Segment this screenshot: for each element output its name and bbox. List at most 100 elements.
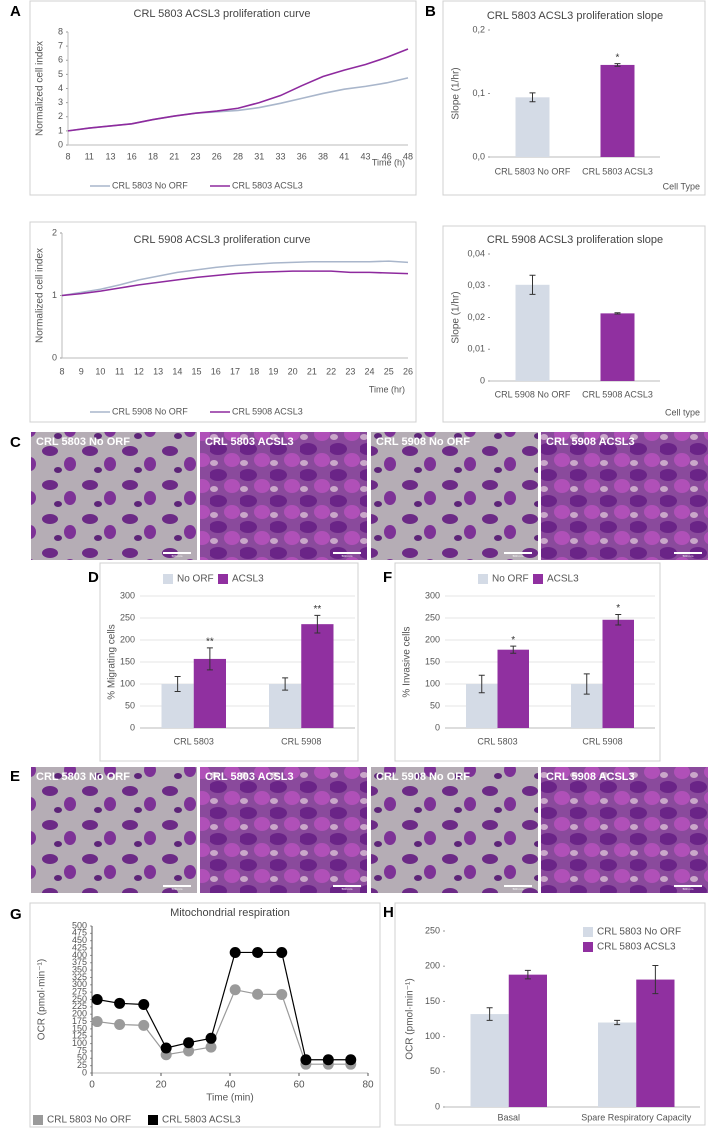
y-tick-label: 7 — [58, 41, 63, 51]
scale-bar — [504, 885, 532, 887]
data-point — [205, 1032, 217, 1044]
legend-swatch — [148, 1115, 158, 1125]
y-tick-label: 400 — [72, 950, 87, 960]
scale-bar-label: 500 mm — [172, 887, 183, 891]
error-bar — [206, 647, 213, 671]
x-tick-label: 60 — [293, 1080, 305, 1091]
bar — [497, 649, 529, 728]
x-tick-label: CRL 5908 ACSL3 — [582, 389, 653, 399]
micrograph-label: CRL 5908 ACSL3 — [546, 436, 635, 448]
bar — [269, 684, 302, 728]
panel-label: G — [10, 906, 22, 923]
x-tick-label: 28 — [233, 151, 243, 161]
legend-swatch — [33, 1115, 43, 1125]
y-tick-label: 0,2 — [472, 24, 485, 34]
y-tick-label: 100 — [425, 1031, 440, 1041]
y-tick-label: 0,02 — [467, 312, 485, 322]
legend-label: ACSL3 — [547, 574, 579, 585]
y-tick-label: 75 — [77, 1045, 87, 1055]
micrograph-label: CRL 5803 ACSL3 — [205, 771, 294, 783]
error-bar — [282, 677, 289, 691]
y-tick-label: 0,1 — [472, 88, 485, 98]
y-axis-label: Slope (1/hr) — [451, 291, 462, 343]
y-tick-label: 100 — [72, 1038, 87, 1048]
series-line — [97, 951, 351, 1061]
panel-frame — [442, 225, 706, 423]
x-tick-label: 21 — [169, 151, 179, 161]
y-tick-label: 25 — [77, 1060, 87, 1070]
x-tick-label: 15 — [192, 366, 202, 376]
bar — [600, 64, 635, 157]
panel-frame — [29, 221, 417, 423]
error-bar — [524, 969, 531, 980]
data-point — [276, 946, 288, 958]
data-point — [300, 1054, 312, 1066]
y-tick-label: 300 — [425, 590, 440, 600]
significance-mark: ** — [313, 604, 321, 615]
scale-bar — [333, 552, 361, 554]
data-point — [322, 1054, 334, 1066]
x-tick-label: 8 — [59, 366, 64, 376]
bar — [515, 97, 550, 157]
panel-frame — [29, 902, 381, 1128]
bar — [193, 658, 226, 728]
x-tick-label: 10 — [95, 366, 105, 376]
x-tick-label: CRL 5803 — [174, 736, 214, 746]
legend-label: CRL 5803 No ORF — [47, 1115, 131, 1126]
series-line — [67, 48, 409, 132]
series-line — [61, 270, 409, 297]
significance-mark: * — [616, 603, 620, 614]
x-tick-label: 0 — [89, 1080, 95, 1091]
x-tick-label: CRL 5908 — [281, 736, 321, 746]
x-axis-label: Cell type — [665, 407, 700, 417]
x-tick-label: 18 — [249, 366, 259, 376]
x-tick-label: 13 — [105, 151, 115, 161]
y-tick-label: 0 — [435, 1101, 440, 1111]
panel-label: C — [10, 434, 21, 451]
chart-title: CRL 5803 ACSL3 proliferation slope — [487, 10, 663, 22]
data-point — [91, 1016, 103, 1028]
data-point — [114, 997, 126, 1009]
x-tick-label: 16 — [211, 366, 221, 376]
y-axis-label: Normalized cell index — [35, 41, 46, 136]
scale-bar — [333, 885, 361, 887]
y-tick-label: 0,03 — [467, 280, 485, 290]
y-tick-label: 1 — [58, 125, 63, 135]
y-tick-label: 0 — [435, 722, 440, 732]
panel-frame — [442, 0, 706, 196]
data-point — [229, 946, 241, 958]
micrograph — [541, 767, 708, 893]
micrograph — [31, 767, 197, 893]
y-tick-label: 0 — [130, 722, 135, 732]
error-bar — [486, 1007, 493, 1021]
y-tick-label: 2 — [58, 111, 63, 121]
x-tick-label: 25 — [384, 366, 394, 376]
y-tick-label: 250 — [120, 612, 135, 622]
x-tick-label: 14 — [172, 366, 182, 376]
y-axis-label: OCR (pmol·min⁻¹) — [405, 978, 416, 1059]
y-axis-label: % Migrating cells — [107, 624, 118, 700]
scale-bar — [163, 885, 191, 887]
x-tick-label: 18 — [148, 151, 158, 161]
y-tick-label: 200 — [120, 634, 135, 644]
scale-bar-label: 500 mm — [342, 554, 353, 558]
bar — [508, 974, 547, 1107]
y-tick-label: 300 — [72, 979, 87, 989]
panel-label: D — [88, 569, 99, 586]
error-bar — [614, 1019, 621, 1026]
x-tick-label: 8 — [65, 151, 70, 161]
x-tick-label: 22 — [326, 366, 336, 376]
x-tick-label: 13 — [153, 366, 163, 376]
x-tick-label: 31 — [254, 151, 264, 161]
panel-label: E — [10, 768, 20, 785]
micrograph — [200, 432, 367, 560]
chart-title: Mitochondrial respiration — [170, 907, 290, 919]
y-tick-label: 50 — [125, 700, 135, 710]
y-tick-label: 0 — [82, 1067, 87, 1077]
bar — [602, 619, 634, 728]
y-tick-label: 100 — [120, 678, 135, 688]
legend-label: ACSL3 — [232, 574, 264, 585]
x-tick-label: 23 — [345, 366, 355, 376]
y-tick-label: 0,04 — [467, 248, 485, 258]
